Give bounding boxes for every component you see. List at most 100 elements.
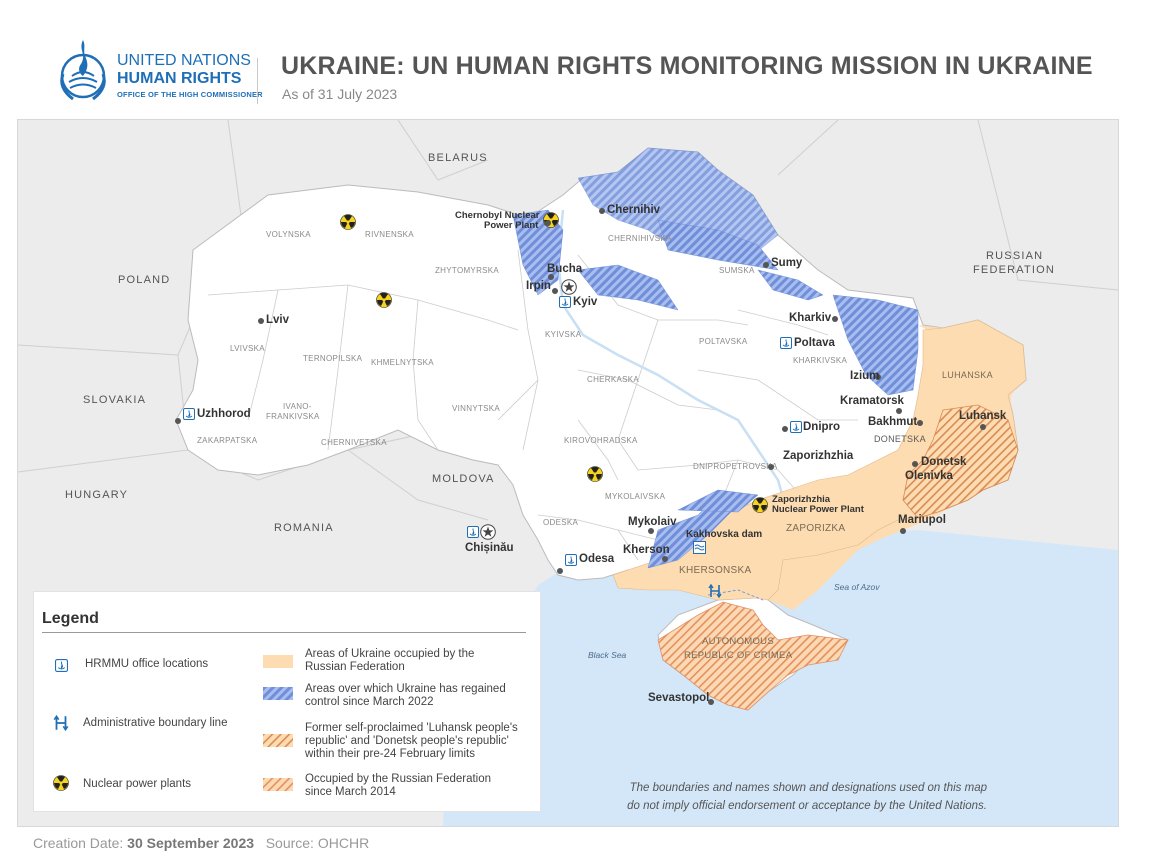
label-uzhhorod: Uzhhorod bbox=[197, 408, 251, 420]
label-znpp-2: Nuclear Power Plant bbox=[772, 504, 864, 515]
page-title: UKRAINE: UN HUMAN RIGHTS MONITORING MISS… bbox=[281, 52, 1093, 80]
label-volynska: VOLYNSKA bbox=[266, 230, 311, 239]
label-crimea-1: AUTONOMOUS bbox=[702, 636, 774, 647]
label-chernobyl-1: Chernobyl Nuclear bbox=[455, 210, 540, 221]
office-poltava-icon[interactable] bbox=[780, 337, 792, 349]
dot-uzhhorod bbox=[175, 418, 181, 424]
map-canvas bbox=[18, 120, 1118, 826]
nuclear-rivne-icon[interactable] bbox=[340, 214, 356, 230]
label-ivano-1: IVANO- bbox=[283, 402, 312, 411]
label-ivano-2: FRANKIVSKA bbox=[266, 412, 320, 421]
legend-nuclear-label: Nuclear power plants bbox=[83, 778, 192, 790]
legend-divider bbox=[42, 632, 526, 633]
label-kharkiv: Kharkiv bbox=[789, 312, 832, 324]
header: UNITED NATIONS HUMAN RIGHTS OFFICE OF TH… bbox=[0, 0, 1150, 118]
logo-text-human-rights: HUMAN RIGHTS bbox=[117, 70, 242, 87]
dot-chernihiv bbox=[599, 208, 605, 214]
label-chernihiv: Chernihiv bbox=[607, 204, 661, 216]
crimea bbox=[657, 601, 849, 711]
label-romania: ROMANIA bbox=[274, 522, 334, 534]
regained-areas bbox=[512, 147, 919, 569]
dot-kramatorsk bbox=[896, 408, 902, 414]
legend-regained-label: Areas over which Ukraine has regained co… bbox=[305, 683, 506, 709]
nuclear-khmelnytskyi-icon[interactable] bbox=[376, 292, 392, 308]
dot-donetsk bbox=[912, 461, 918, 467]
office-kyiv-icon[interactable] bbox=[559, 296, 571, 308]
legend-boundary-label: Administrative boundary line bbox=[83, 717, 228, 729]
label-kakhovska-dam: Kakhovska dam bbox=[686, 529, 763, 540]
label-kirovohradska: KIROVOHRADSKA bbox=[564, 436, 638, 445]
legend-occupied-swatch bbox=[263, 655, 293, 668]
disclaimer-line-1: The boundaries and names shown and desig… bbox=[629, 782, 987, 794]
label-sea-of-azov: Sea of Azov bbox=[834, 582, 880, 592]
label-russia-1: RUSSIAN bbox=[986, 250, 1044, 262]
label-crimea-2: REPUBLIC OF CRIMEA bbox=[684, 650, 793, 661]
office-chisinau-icon[interactable] bbox=[467, 526, 479, 538]
dot-bucha bbox=[548, 274, 554, 280]
legend-former-line-3: within their pre-24 February limits bbox=[305, 748, 476, 760]
logo-text-ohchr: OFFICE OF THE HIGH COMMISSIONER bbox=[117, 90, 263, 99]
legend-occupied-line-1: Areas of Ukraine occupied by the bbox=[305, 648, 475, 660]
label-kyivska: KYIVSKA bbox=[545, 330, 582, 339]
nuclear-zaporizhzhia-icon[interactable] bbox=[752, 497, 768, 513]
label-slovakia: SLOVAKIA bbox=[83, 394, 147, 406]
legend-occupied-line-2: Russian Federation bbox=[305, 661, 405, 673]
label-khersonska: KHERSONSKA bbox=[679, 565, 752, 576]
dot-kharkiv bbox=[832, 316, 838, 322]
label-olenivka: Olenivka bbox=[905, 470, 953, 482]
capital-chisinau-icon bbox=[480, 524, 496, 540]
label-lviv: Lviv bbox=[266, 314, 290, 326]
header-divider bbox=[257, 58, 258, 104]
label-zaporizka: ZAPORIZKA bbox=[786, 523, 846, 534]
label-russia-2: FEDERATION bbox=[973, 264, 1056, 276]
label-poltavska: POLTAVSKA bbox=[699, 337, 748, 346]
legend-former-line-2: republic' and 'Donetsk people's republic… bbox=[305, 735, 509, 747]
label-zaporizhzhia: Zaporizhzhia bbox=[783, 450, 854, 462]
capital-kyiv-icon bbox=[561, 279, 577, 295]
label-odeska: ODESKA bbox=[543, 518, 579, 527]
dot-irpin bbox=[552, 288, 558, 294]
office-odesa-icon[interactable] bbox=[565, 554, 577, 566]
label-mariupol: Mariupol bbox=[898, 514, 946, 526]
nuclear-south-ukraine-icon[interactable] bbox=[587, 466, 603, 482]
label-moldova: MOLDOVA bbox=[432, 473, 495, 485]
label-black-sea: Black Sea bbox=[588, 650, 627, 660]
legend-office-icon bbox=[55, 659, 68, 672]
pre-2022-lpr-dpr bbox=[902, 404, 1019, 519]
label-bucha: Bucha bbox=[547, 263, 583, 275]
label-donetsk: Donetsk bbox=[921, 456, 967, 468]
boundary-crossing-icon bbox=[708, 583, 722, 599]
dot-dnipro bbox=[782, 426, 788, 432]
office-uzhhorod-icon[interactable] bbox=[183, 408, 195, 420]
dot-sumy bbox=[763, 262, 769, 268]
label-donetska: DONETSKA bbox=[874, 434, 926, 444]
dot-lviv bbox=[258, 318, 264, 324]
map-legend: Legend HRMMU office locations Administra… bbox=[33, 591, 541, 812]
dot-bakhmut bbox=[917, 420, 923, 426]
label-bakhmut: Bakhmut bbox=[868, 416, 918, 428]
legend-occupied-label: Areas of Ukraine occupied by the Russian… bbox=[305, 648, 474, 674]
legend-office-label: HRMMU office locations bbox=[85, 658, 209, 670]
label-cherkaska: CHERKASKA bbox=[587, 375, 640, 384]
office-dnipro-icon[interactable] bbox=[790, 421, 802, 433]
label-poland: POLAND bbox=[118, 274, 171, 286]
page-subtitle: As of 31 July 2023 bbox=[282, 86, 398, 102]
label-chernobyl-2: Power Plant bbox=[484, 220, 539, 231]
label-ternopilska: TERNOPILSKA bbox=[303, 354, 363, 363]
un-emblem-icon bbox=[60, 40, 106, 101]
dot-izium bbox=[875, 374, 881, 380]
label-kramatorsk: Kramatorsk bbox=[840, 395, 904, 407]
legend-former-line-1: Former self-proclaimed 'Luhansk people's bbox=[305, 722, 518, 734]
legend-boundary-icon bbox=[53, 714, 69, 732]
legend-crimea-label: Occupied by the Russian Federation since… bbox=[305, 773, 491, 799]
label-zakarpatska: ZAKARPATSKA bbox=[197, 436, 258, 445]
label-znpp-1: Zaporizhzhia bbox=[772, 494, 831, 505]
label-sumy: Sumy bbox=[771, 257, 803, 269]
dot-mykolaiv bbox=[648, 528, 654, 534]
legend-former-label: Former self-proclaimed 'Luhansk people's… bbox=[305, 722, 518, 761]
label-belarus: BELARUS bbox=[428, 152, 488, 164]
footer-creation-label: Creation Date: bbox=[33, 835, 124, 851]
admin-boundary-line bbox=[707, 589, 764, 601]
disclaimer: The boundaries and names shown and desig… bbox=[561, 779, 987, 815]
label-izium: Izium bbox=[850, 370, 880, 382]
